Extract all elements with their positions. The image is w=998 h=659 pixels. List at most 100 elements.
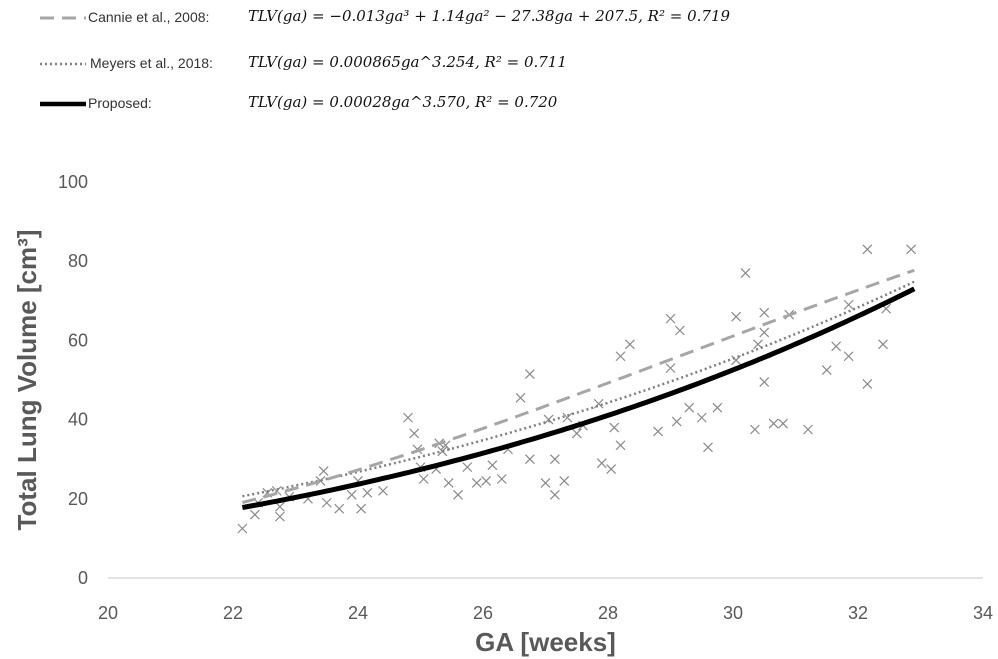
data-point <box>237 523 248 534</box>
data-point <box>712 402 723 413</box>
legend-equation-meyers: TLV(ga) = 0.000865ga^3.254, R² = 0.711 <box>248 53 567 71</box>
data-point <box>759 327 770 338</box>
y-tick-label: 40 <box>68 410 88 430</box>
data-point <box>409 428 420 439</box>
data-point <box>334 503 345 514</box>
data-point <box>615 440 626 451</box>
legend-item-proposed: Proposed: TLV(ga) = 0.00028ga^3.570, R² … <box>0 91 998 121</box>
y-tick-label: 60 <box>68 330 88 350</box>
data-point <box>906 244 917 255</box>
data-point <box>862 379 873 389</box>
cannie-fit-curve <box>242 268 915 504</box>
data-point <box>740 268 751 279</box>
data-point <box>593 398 604 409</box>
x-tick-label: 24 <box>348 603 368 623</box>
cannie-line-swatch <box>40 16 86 20</box>
y-tick-label: 20 <box>68 489 88 509</box>
y-tick-label: 100 <box>58 172 88 192</box>
x-tick-label: 32 <box>848 603 868 623</box>
data-points <box>237 244 917 534</box>
data-point <box>606 464 617 475</box>
data-point <box>831 341 842 352</box>
data-point <box>749 424 760 435</box>
y-tick-labels: 0 20 40 60 80 100 <box>58 172 88 588</box>
legend-item-cannie: Cannie et al., 2008: TLV(ga) = −0.013ga³… <box>0 5 998 35</box>
data-point <box>487 460 498 471</box>
data-point <box>346 489 357 500</box>
data-point <box>843 351 854 362</box>
data-point <box>778 418 788 429</box>
data-point <box>315 476 326 486</box>
data-point <box>624 339 635 350</box>
x-tick-label: 30 <box>723 603 743 623</box>
data-point <box>843 299 854 310</box>
legend-label-meyers: Meyers et al., 2018: <box>90 55 213 71</box>
data-point <box>571 428 582 439</box>
meyers-fit-curve <box>242 280 915 498</box>
data-point <box>274 511 285 522</box>
data-point <box>609 422 620 433</box>
data-point <box>274 501 285 512</box>
data-point <box>803 424 813 435</box>
data-point <box>362 487 373 498</box>
data-point <box>878 339 888 350</box>
data-point <box>665 363 676 374</box>
x-tick-labels: 20 22 24 26 28 30 32 34 <box>98 603 993 623</box>
data-point <box>671 416 682 427</box>
data-point <box>703 442 713 453</box>
data-point <box>562 412 573 423</box>
legend-equation-proposed: TLV(ga) = 0.00028ga^3.570, R² = 0.720 <box>248 93 558 111</box>
legend-label-cannie: Cannie et al., 2008: <box>88 9 210 25</box>
y-tick-label: 0 <box>78 568 88 588</box>
data-point <box>356 503 367 514</box>
data-point <box>821 365 832 376</box>
data-point <box>318 466 329 477</box>
data-point <box>684 402 695 413</box>
x-tick-label: 22 <box>223 603 243 623</box>
data-point <box>768 418 779 429</box>
y-tick-label: 80 <box>68 251 88 271</box>
y-axis-title: Total Lung Volume [cm³] <box>12 230 42 531</box>
data-point <box>862 244 873 255</box>
data-point <box>759 307 770 318</box>
data-point <box>378 485 388 496</box>
x-tick-label: 20 <box>98 603 118 623</box>
x-tick-label: 26 <box>473 603 493 623</box>
data-point <box>759 377 770 387</box>
data-point <box>403 412 413 423</box>
legend-item-meyers: Meyers et al., 2018: TLV(ga) = 0.000865g… <box>0 51 998 81</box>
x-tick-label: 28 <box>598 603 618 623</box>
data-point <box>249 509 260 520</box>
data-point <box>540 478 551 488</box>
data-point <box>462 462 473 473</box>
data-point <box>549 454 560 465</box>
data-point <box>665 313 676 324</box>
x-axis-title: GA [weeks] <box>475 627 616 657</box>
legend-label-proposed: Proposed: <box>88 95 152 111</box>
proposed-fit-curve <box>241 286 916 511</box>
data-point <box>696 412 707 423</box>
data-point <box>481 476 492 486</box>
x-tick-label: 34 <box>973 603 993 623</box>
data-point <box>443 478 454 488</box>
data-point <box>731 311 742 322</box>
data-point <box>543 414 554 425</box>
data-point <box>515 392 526 403</box>
data-point <box>437 446 448 457</box>
data-point <box>453 489 463 500</box>
data-point <box>653 426 663 437</box>
data-point <box>524 454 535 465</box>
data-point <box>321 497 332 508</box>
legend-equation-cannie: TLV(ga) = −0.013ga³ + 1.14ga² − 27.38ga … <box>248 7 731 25</box>
data-point <box>496 474 507 484</box>
data-point <box>559 476 570 486</box>
data-point <box>674 325 685 336</box>
proposed-line-swatch <box>40 101 86 107</box>
data-point <box>596 458 607 469</box>
data-point <box>471 478 482 488</box>
data-point <box>615 351 626 362</box>
legend: Cannie et al., 2008: TLV(ga) = −0.013ga³… <box>0 0 998 120</box>
data-point <box>418 474 429 484</box>
data-point <box>524 369 535 379</box>
